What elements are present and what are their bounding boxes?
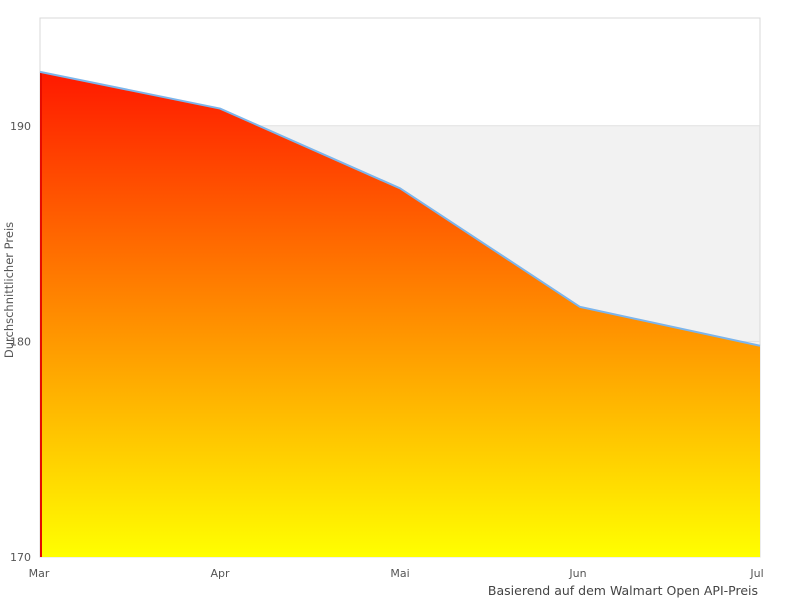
x-tick-apr: Apr [210,567,230,580]
y-tick-170: 170 [10,551,31,564]
x-tick-jul: Jul [749,567,763,580]
x-tick-mai: Mai [390,567,409,580]
x-tick-jun: Jun [568,567,586,580]
y-tick-190: 190 [10,120,31,133]
area-fill [40,71,760,558]
x-tick-mar: Mar [29,567,50,580]
y-tick-180: 180 [10,335,31,348]
plot-area [39,17,761,558]
y-axis: 170 180 190 Durchschnittlicher Preis [2,120,31,564]
x-axis: Mar Apr Mai Jun Jul [29,567,764,580]
y-axis-title: Durchschnittlicher Preis [2,222,16,358]
chart-caption: Basierend auf dem Walmart Open API-Preis [488,583,758,598]
price-line [39,70,761,347]
